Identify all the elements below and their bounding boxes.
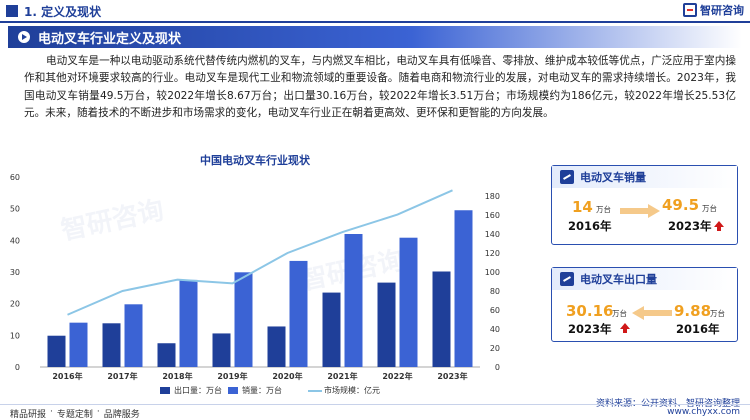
y-right-tick-label: 80	[490, 287, 500, 296]
bar-sales	[179, 279, 198, 367]
legend-swatch	[160, 387, 170, 394]
y-right-tick-label: 60	[490, 306, 500, 315]
sales-to-unit: 万台	[702, 204, 717, 213]
y-right-tick-label: 0	[495, 363, 500, 372]
increase-arrow-icon	[620, 323, 630, 333]
bar-export	[47, 335, 66, 367]
y-right-tick-label: 100	[485, 268, 500, 277]
footer-separator: ·	[96, 407, 100, 417]
bar-export	[267, 326, 286, 367]
y-right-tick-label: 40	[490, 325, 500, 334]
right-arrow-icon	[620, 204, 660, 218]
sales-card: 电动叉车销量 14 万台 2016年 49.5 万台 2023年	[551, 165, 738, 245]
footer-services: 精品研报 · 专题定制 · 品牌服务	[10, 407, 140, 420]
brand-name: 智研咨询	[700, 4, 744, 17]
bar-export	[212, 333, 231, 367]
brand-logo-icon	[683, 3, 697, 17]
footer-website-link[interactable]: www.chyxx.com	[667, 407, 740, 417]
export-card-title: 电动叉车出口量	[580, 273, 657, 286]
y-left-tick-label: 0	[15, 363, 20, 372]
legend-label: 市场规模：亿元	[324, 385, 380, 395]
export-old-year: 2016年	[676, 322, 720, 336]
header-divider	[0, 21, 750, 23]
arrow-circle-icon	[18, 31, 30, 43]
y-right-tick-label: 160	[485, 211, 500, 220]
sales-to-year: 2023年	[668, 219, 712, 233]
intro-paragraph: 电动叉车是一种以电动驱动系统代替传统内燃机的叉车，与内燃叉车相比，电动叉车具有低…	[24, 55, 736, 119]
y-right-tick-label: 20	[490, 344, 500, 353]
y-left-tick-label: 60	[10, 173, 20, 182]
y-left-tick-label: 30	[10, 268, 20, 277]
bar-sales	[399, 237, 418, 367]
footer-item: 专题定制	[56, 410, 93, 420]
x-tick-label: 2023年	[437, 371, 467, 381]
x-tick-label: 2019年	[217, 371, 247, 381]
export-card-header: 电动叉车出口量	[552, 268, 737, 290]
bar-chart-icon	[560, 272, 574, 286]
x-tick-label: 2020年	[272, 371, 302, 381]
x-tick-label: 2018年	[162, 371, 192, 381]
section-marker-icon	[6, 5, 18, 17]
page-title: 电动叉车行业定义及现状	[38, 32, 182, 47]
x-tick-label: 2022年	[382, 371, 412, 381]
bar-sales	[454, 210, 473, 367]
combo-chart: 0 10 20 30 40 50 60 0 20 40 60 80 100 120 140 160 180 2…	[10, 173, 500, 395]
y-right-tick-label: 180	[485, 192, 500, 201]
sales-card-title: 电动叉车销量	[580, 171, 646, 184]
footer-item: 精品研报	[10, 410, 47, 420]
footer-item: 品牌服务	[103, 410, 140, 420]
y-left-tick-label: 50	[10, 205, 20, 214]
x-tick-label: 2017年	[107, 371, 137, 381]
y-right-tick-label: 120	[485, 249, 500, 258]
bar-sales	[124, 304, 143, 367]
sales-from-year: 2016年	[568, 219, 612, 233]
title-bar: 电动叉车行业定义及现状	[8, 26, 742, 48]
trend-chart-icon	[560, 170, 574, 184]
legend-label: 销量：万台	[242, 385, 282, 395]
bar-sales	[234, 272, 253, 367]
export-recent-year: 2023年	[568, 322, 612, 336]
export-card: 电动叉车出口量 30.16 万台 2023年 9.88 万台 2016年	[551, 267, 738, 342]
sales-from-value: 14	[572, 198, 593, 216]
export-old-unit: 万台	[710, 309, 725, 318]
export-recent-value: 30.16	[566, 302, 614, 320]
section-label: 1. 定义及现状	[24, 5, 102, 19]
x-tick-label: 2016年	[52, 371, 82, 381]
x-tick-label: 2021年	[327, 371, 357, 381]
bar-export	[377, 282, 396, 367]
bar-export	[322, 292, 341, 367]
increase-arrow-icon	[714, 221, 724, 231]
bar-sales	[69, 322, 88, 367]
left-arrow-icon	[632, 306, 672, 320]
bar-export	[102, 323, 121, 367]
y-right-tick-label: 140	[485, 230, 500, 239]
sales-to-value: 49.5	[662, 196, 700, 214]
legend-swatch	[228, 387, 238, 394]
export-recent-unit: 万台	[612, 309, 627, 318]
legend-label: 出口量：万台	[174, 385, 222, 395]
brand-logo: 智研咨询	[683, 2, 744, 18]
footer-separator: ·	[50, 407, 53, 417]
y-left-tick-label: 20	[10, 300, 20, 309]
top-bar: 1. 定义及现状 智研咨询	[0, 0, 750, 22]
bar-sales	[289, 260, 308, 367]
bar-export	[432, 271, 451, 367]
sales-from-unit: 万台	[596, 205, 611, 214]
chart-title: 中国电动叉车行业现状	[200, 154, 310, 167]
y-left-tick-label: 40	[10, 236, 20, 245]
sales-card-header: 电动叉车销量	[552, 166, 737, 188]
bar-export	[157, 343, 176, 367]
y-left-tick-label: 10	[10, 331, 20, 340]
export-old-value: 9.88	[674, 302, 712, 320]
footer: 精品研报 · 专题定制 · 品牌服务 www.chyxx.com	[0, 404, 750, 420]
market-size-line	[67, 189, 453, 316]
bar-sales	[344, 234, 363, 367]
